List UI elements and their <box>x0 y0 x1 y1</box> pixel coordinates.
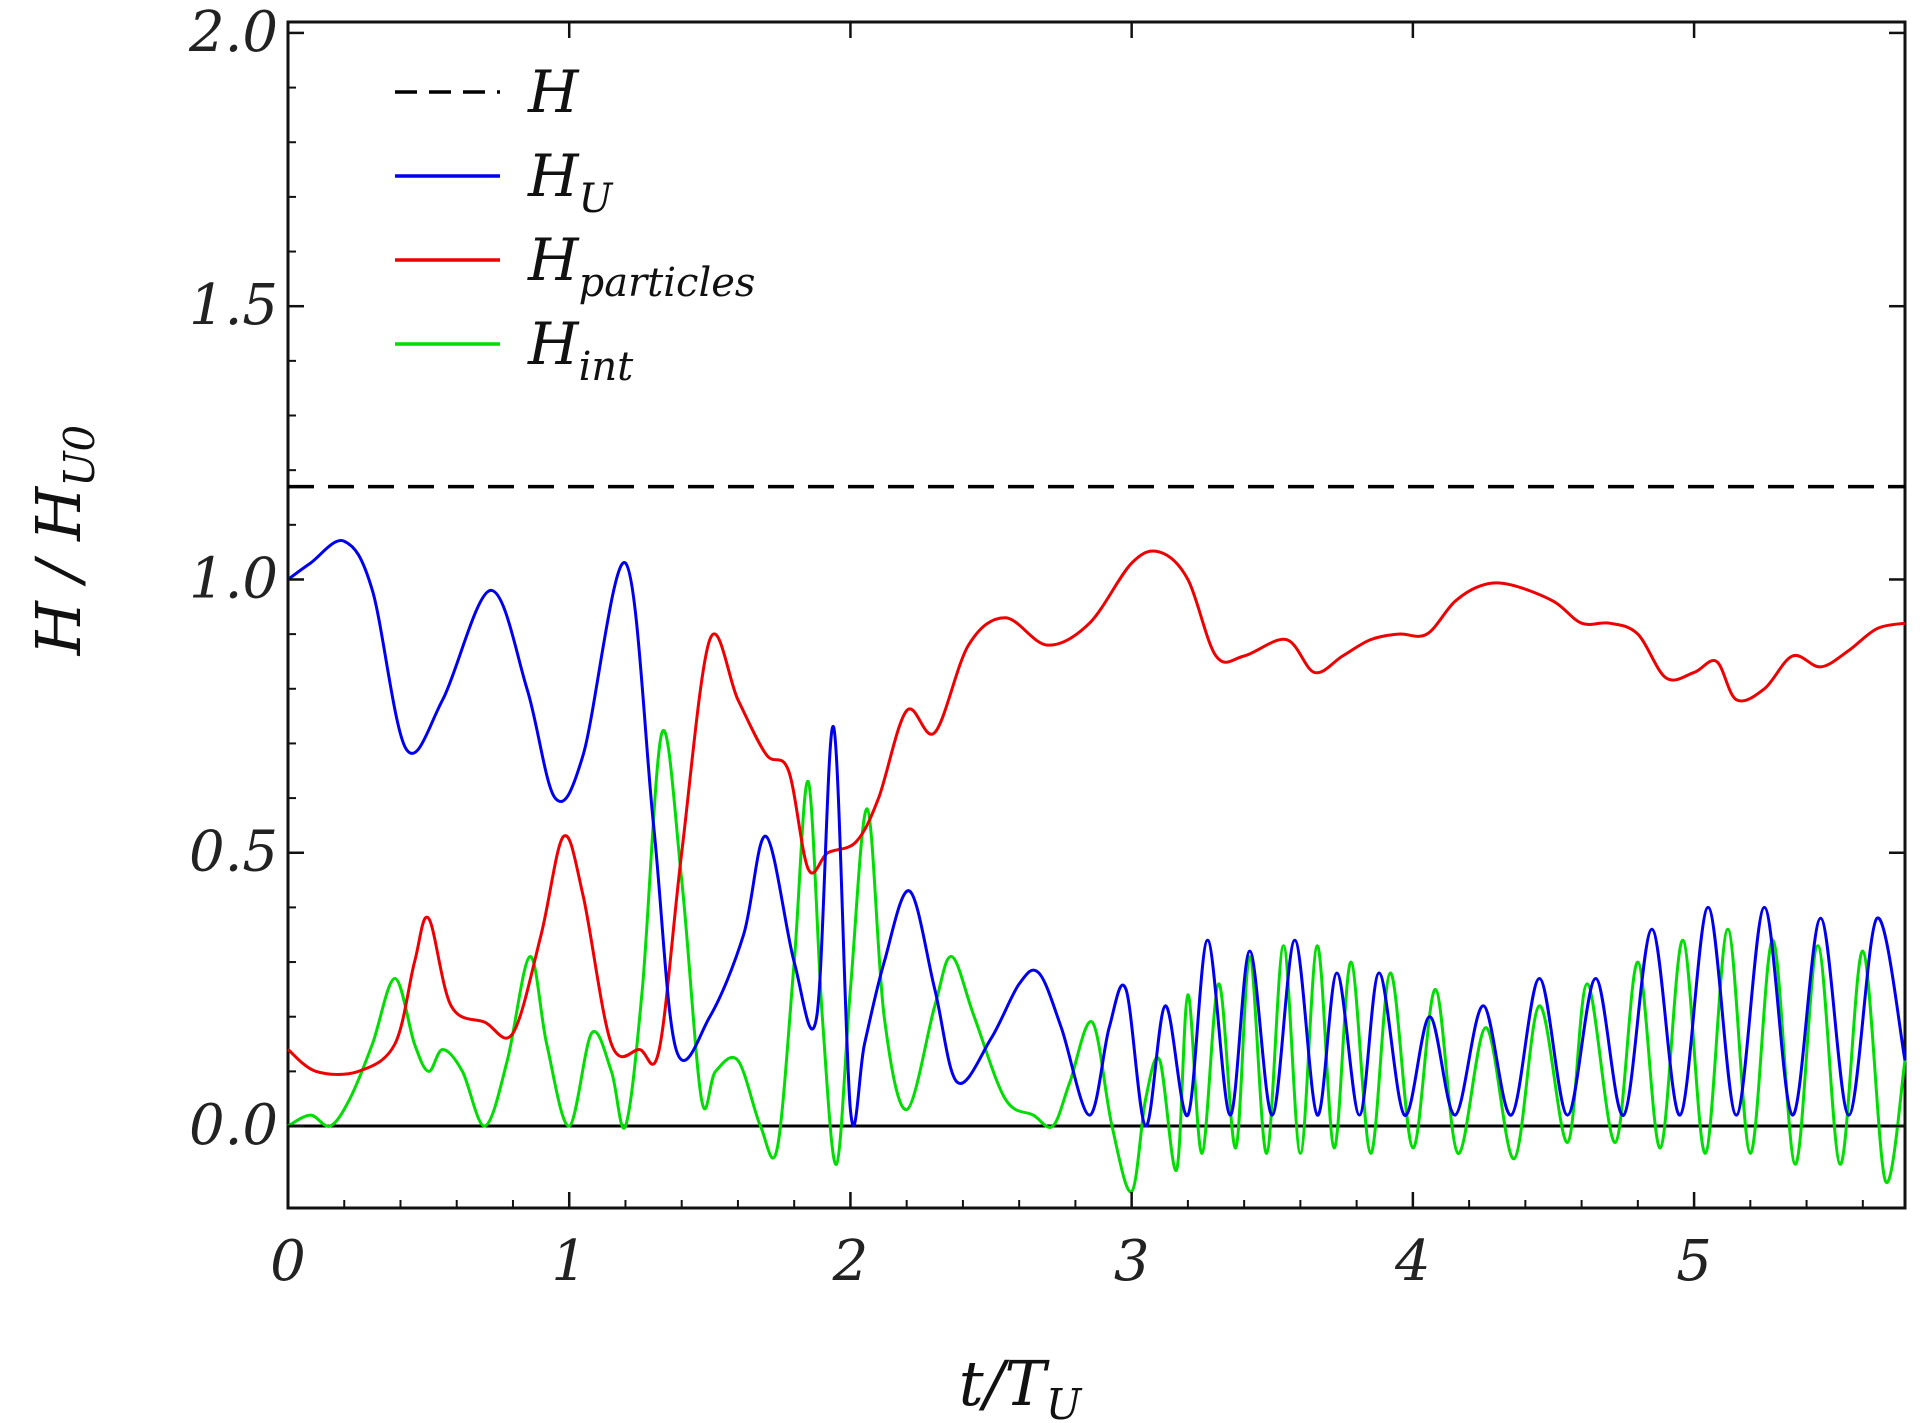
x-tick-label: 0 <box>270 1229 306 1294</box>
plot-frame <box>286 20 1907 1210</box>
x-tick-label: 5 <box>1676 1229 1712 1294</box>
plot-area <box>286 20 1907 1210</box>
y-axis-title: H / HU0 <box>22 425 104 657</box>
legend-label-base: H <box>527 226 580 294</box>
series-line-h-u <box>287 539 1907 1128</box>
y-tick-label: 0.0 <box>189 1093 278 1158</box>
x-tick-label: 1 <box>551 1229 587 1294</box>
x-axis-title-sub: U <box>1046 1380 1083 1423</box>
legend-label-h-int: Hint <box>527 310 634 390</box>
y-tick-label: 1.5 <box>189 273 278 338</box>
x-axis-title-base: t/T <box>959 1347 1051 1420</box>
y-axis-title-sub: U0 <box>55 425 104 487</box>
series-line-h-particles <box>287 549 1906 1076</box>
x-tick-label: 4 <box>1394 1229 1431 1294</box>
legend-label-sub: U <box>579 176 614 222</box>
series-line-h-int <box>287 728 1907 1194</box>
legend-label-base: H <box>527 58 580 126</box>
legend-label-h: H <box>527 58 580 126</box>
legend-label-h-u: HU <box>527 142 614 222</box>
legend-label-sub: particles <box>579 260 756 306</box>
legend-label-sub: int <box>579 344 635 390</box>
x-axis-title: t/TU <box>959 1347 1083 1423</box>
y-tick-label: 2.0 <box>188 0 278 65</box>
legend-label-base: H <box>527 310 580 378</box>
y-tick-label: 0.5 <box>189 820 278 885</box>
x-axis-ticks: 0 1 2 3 4 5 <box>270 22 1864 1294</box>
x-tick-label: 3 <box>1114 1229 1150 1294</box>
legend-label-h-particles: Hparticles <box>527 226 755 306</box>
y-axis-ticks: 0.0 0.5 1.0 1.5 2.0 <box>188 0 1905 1158</box>
legend-label-base: H <box>527 142 580 210</box>
y-axis-title-base: H / H <box>22 485 95 656</box>
x-tick-label: 2 <box>832 1229 869 1294</box>
series-layer <box>287 484 1907 1194</box>
y-tick-label: 1.0 <box>189 546 278 611</box>
